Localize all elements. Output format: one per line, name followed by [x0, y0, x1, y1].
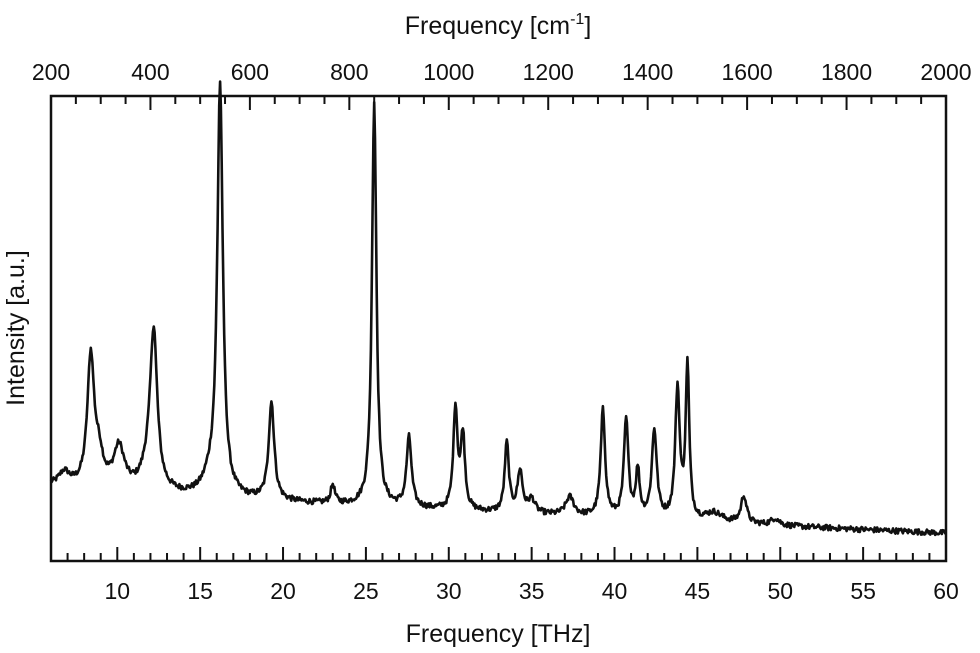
x-tick-label: 30: [436, 578, 462, 604]
spectrum-line: [49, 80, 947, 537]
x2-tick-label: 200: [32, 59, 70, 85]
bottom-axis-ticks: [50, 547, 947, 561]
top-axis-ticks: [50, 96, 947, 110]
x2-tick-label: 600: [231, 59, 269, 85]
x2-tick-label: 2000: [920, 59, 971, 85]
x2-tick-label: 800: [330, 59, 368, 85]
x2-axis-title-superscript: -1: [570, 11, 584, 28]
x2-axis-title: Frequency [cm-1]: [405, 11, 592, 40]
x-tick-label: 60: [933, 578, 959, 604]
x-tick-label: 25: [353, 578, 379, 604]
x2-axis-title-end: ]: [584, 12, 591, 40]
x-tick-label: 10: [104, 578, 130, 604]
top-axis-tick-labels: 200 400 600 800 1000 1200 1400 1600 1800 2000: [32, 59, 972, 85]
x2-tick-label: 1000: [423, 59, 474, 85]
x-tick-label: 45: [685, 578, 711, 604]
x2-tick-label: 1200: [523, 59, 574, 85]
x2-tick-label: 1800: [821, 59, 872, 85]
bottom-axis-tick-labels: 10 15 20 25 30 35 40 45 50 55 60: [104, 578, 958, 604]
y-axis-title: Intensity [a.u.]: [2, 250, 30, 406]
plot-frame: [49, 94, 948, 563]
x2-tick-label: 1600: [722, 59, 773, 85]
x-tick-label: 50: [767, 578, 793, 604]
x2-tick-label: 400: [131, 59, 169, 85]
x-axis-title: Frequency [THz]: [406, 620, 591, 648]
x2-axis-title-main: Frequency [cm: [405, 12, 570, 40]
x-tick-label: 40: [602, 578, 628, 604]
x-tick-label: 35: [519, 578, 545, 604]
x-tick-label: 55: [850, 578, 876, 604]
x2-tick-label: 1400: [622, 59, 673, 85]
x-tick-label: 20: [270, 578, 296, 604]
x-tick-label: 15: [187, 578, 213, 604]
